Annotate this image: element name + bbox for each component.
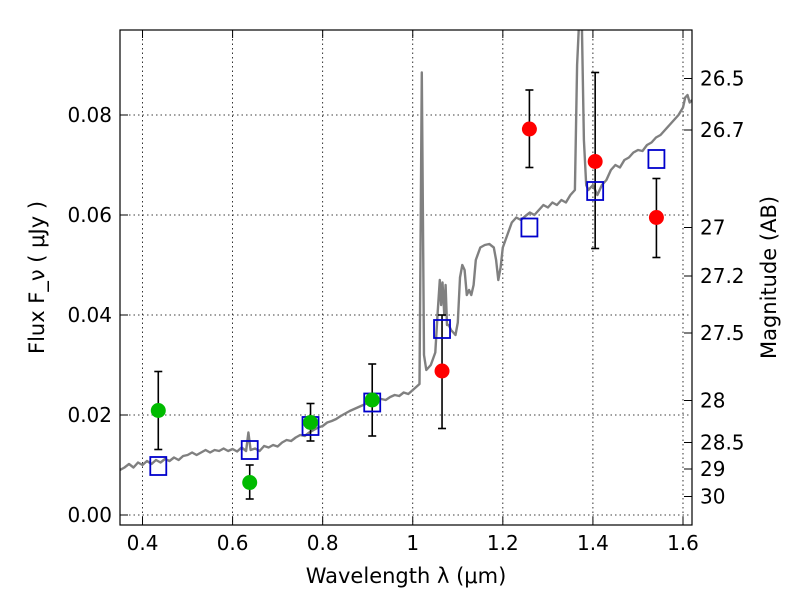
x-tick-label: 1 [406,531,419,555]
observed-point [648,210,664,225]
x-tick-label: 0.6 [217,531,249,555]
model-square [433,319,451,339]
right-y-axis-label: Magnitude (AB) [757,196,781,359]
y-tick-label: 0.06 [67,203,112,227]
left-y-axis: 0.00 0.02 0.04 0.06 0.08 [67,103,128,527]
right-tick-label: 27.5 [700,321,745,345]
right-tick-label: 28 [700,389,725,413]
observed-point [521,121,537,137]
observed-point [434,363,450,379]
right-tick-label: 28.5 [700,431,745,455]
x-axis-label: Wavelength λ (μm) [306,564,507,588]
model-points [149,149,666,476]
x-tick-label: 1.4 [577,531,609,555]
model-square [149,456,168,476]
grid [120,30,692,525]
x-tick-label: 1.2 [487,531,519,555]
model-square [647,149,666,169]
observed-point [242,475,258,490]
y-tick-label: 0.08 [67,103,112,127]
x-tick-label: 0.4 [127,531,159,555]
spectrum-line [120,30,692,472]
plot-frame [119,29,693,526]
model-square [240,440,259,460]
right-y-axis: 26.5 26.7 27 27.2 27.5 28 28.529 30 [684,67,745,509]
observed-point [303,415,319,430]
right-tick-label: 26.7 [700,118,745,142]
observed-point [587,154,603,169]
right-tick-label: 27 [700,216,725,240]
observed-points [150,121,664,490]
spectrum-series [120,30,692,472]
left-y-axis-label: Flux F_ν ( μJy ) [25,201,50,354]
observed-point [150,403,166,418]
y-tick-label: 0.00 [67,503,112,527]
y-tick-label: 0.04 [67,303,112,327]
observed-point [364,392,380,408]
x-tick-label: 0.8 [307,531,339,555]
y-tick-label: 0.02 [67,403,112,427]
right-tick-label: 30 [700,485,725,509]
model-square [520,217,539,238]
right-tick-label: 26.5 [700,67,745,91]
right-tick-label: 27.2 [700,264,745,288]
right-tick-label: 29 [700,457,725,481]
x-tick-label: 1.6 [667,531,699,555]
x-axis: 0.4 0.6 0.8 1 1.2 1.4 1.6 [127,30,699,555]
model-square [586,181,605,201]
